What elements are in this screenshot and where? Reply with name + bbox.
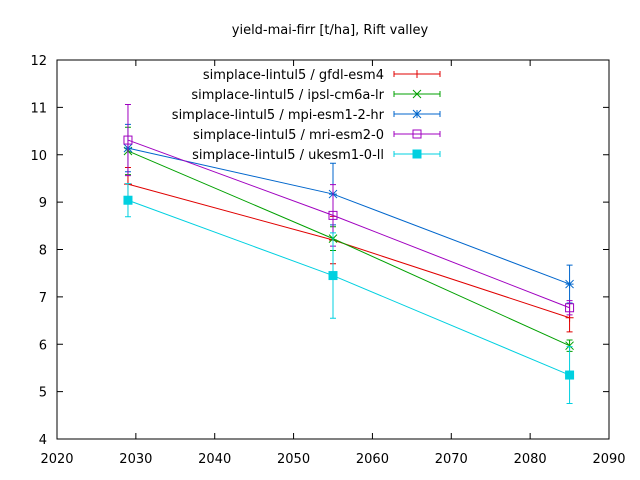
data-point [412,129,422,139]
y-tick-label: 8 [39,244,47,259]
series-line [127,183,570,319]
data-point [565,279,574,289]
legend-label: simplace-lintul5 / mri-esm2-0 [193,128,384,143]
x-tick-label: 2050 [277,452,310,467]
data-point [328,271,338,281]
legend-errorbar-cap [393,71,441,77]
y-tick-label: 9 [39,196,47,211]
error-bar [566,300,573,316]
y-tick-label: 6 [39,338,47,353]
legend-label: simplace-lintul5 / ukesm1-0-ll [192,148,384,163]
legend-entry: simplace-lintul5 / gfdl-esm4 [203,68,441,83]
legend-label: simplace-lintul5 / mpi-esm1-2-hr [172,108,385,123]
data-point [123,135,133,145]
y-tick-label: 10 [30,149,47,164]
data-point [565,303,575,313]
series-layer [123,104,575,404]
legend-errorbar-cap [393,111,441,117]
legend-errorbar-cap [393,151,441,157]
series-line [127,199,570,376]
data-point [565,370,575,380]
data-point [565,341,574,351]
error-bar [124,104,131,177]
legend-entry: simplace-lintul5 / mpi-esm1-2-hr [172,108,441,123]
legend-entry: simplace-lintul5 / ipsl-cm6a-lr [191,88,441,103]
y-tick-label: 7 [39,291,47,306]
axes: 2020 2030 2040 2050 2060 2070 2080 2090 4 5 6 7 8 9 10… [30,54,625,467]
data-point [412,109,422,119]
legend-entry: simplace-lintul5 / mri-esm2-0 [193,128,441,143]
chart-title: yield-mai-firr [t/ha], Rift valley [232,23,429,38]
data-point [328,210,338,220]
data-point [123,195,133,205]
series-5 [123,183,575,404]
legend-errorbar-cap [393,131,441,137]
x-tick-label: 2070 [435,452,468,467]
x-tick-label: 2060 [356,452,389,467]
x-tick-label: 2090 [592,452,625,467]
x-tick-label: 2080 [514,452,547,467]
series-line [127,150,570,347]
series-line [127,147,570,285]
legend-errorbar-cap [393,91,441,97]
x-tick-label: 2020 [40,452,73,467]
data-point [413,70,421,78]
legend-label: simplace-lintul5 / gfdl-esm4 [203,68,384,83]
x-tick-label: 2030 [119,452,152,467]
x-tick-label: 2040 [198,452,231,467]
y-tick-label: 4 [39,433,47,448]
series-1 [123,167,574,333]
data-point [412,149,422,159]
legend-entry: simplace-lintul5 / ukesm1-0-ll [192,148,441,163]
y-tick-label: 12 [30,54,47,69]
y-tick-label: 5 [39,386,47,401]
legend: simplace-lintul5 / gfdl-esm4 simplace-lin… [172,68,441,163]
y-tick-label: 11 [30,101,47,116]
legend-label: simplace-lintul5 / ipsl-cm6a-lr [191,88,384,103]
data-point [412,89,422,99]
